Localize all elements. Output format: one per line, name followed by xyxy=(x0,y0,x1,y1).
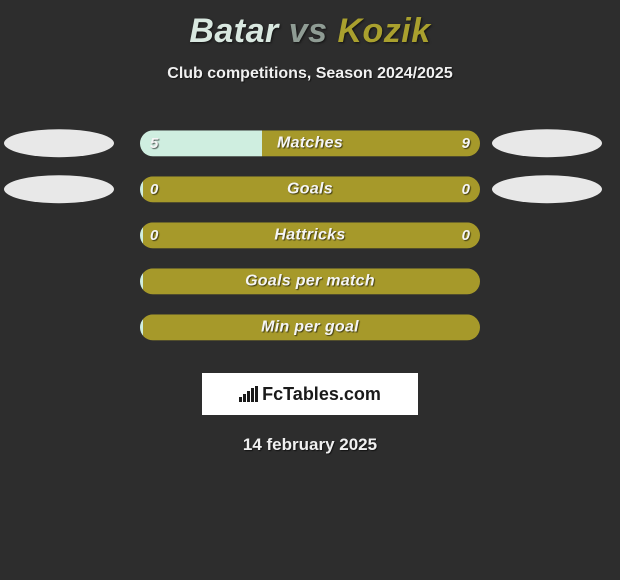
stat-bar: Goals per match xyxy=(140,268,480,294)
player1-badge xyxy=(4,175,114,203)
player2-badge xyxy=(492,129,602,157)
page-title: Batar vs Kozik xyxy=(0,0,620,51)
stat-label: Goals xyxy=(140,180,480,198)
logo-box: FcTables.com xyxy=(202,373,418,415)
bar-chart-icon xyxy=(239,386,258,402)
logo-text: FcTables.com xyxy=(262,384,381,405)
comparison-row: Min per goal xyxy=(0,307,620,353)
stat-bar: 59Matches xyxy=(140,130,480,156)
title-vs: vs xyxy=(289,12,328,50)
stat-bar: 00Hattricks xyxy=(140,222,480,248)
subtitle: Club competitions, Season 2024/2025 xyxy=(0,65,620,83)
stat-bar: 00Goals xyxy=(140,176,480,202)
stat-bar: Min per goal xyxy=(140,314,480,340)
logo: FcTables.com xyxy=(239,384,381,405)
title-player2: Kozik xyxy=(337,12,430,50)
comparison-chart: 59Matches 00Goals 00Hattricks Goals per mat… xyxy=(0,123,620,353)
stat-label: Goals per match xyxy=(140,272,480,290)
stat-label: Matches xyxy=(140,134,480,152)
comparison-row: Goals per match xyxy=(0,261,620,307)
date-text: 14 february 2025 xyxy=(0,435,620,455)
comparison-row: 00Hattricks xyxy=(0,215,620,261)
player2-badge xyxy=(492,175,602,203)
stat-label: Hattricks xyxy=(140,226,480,244)
title-player1: Batar xyxy=(189,12,278,50)
player1-badge xyxy=(4,129,114,157)
comparison-row: 59Matches xyxy=(0,123,620,169)
stat-label: Min per goal xyxy=(140,318,480,336)
comparison-row: 00Goals xyxy=(0,169,620,215)
